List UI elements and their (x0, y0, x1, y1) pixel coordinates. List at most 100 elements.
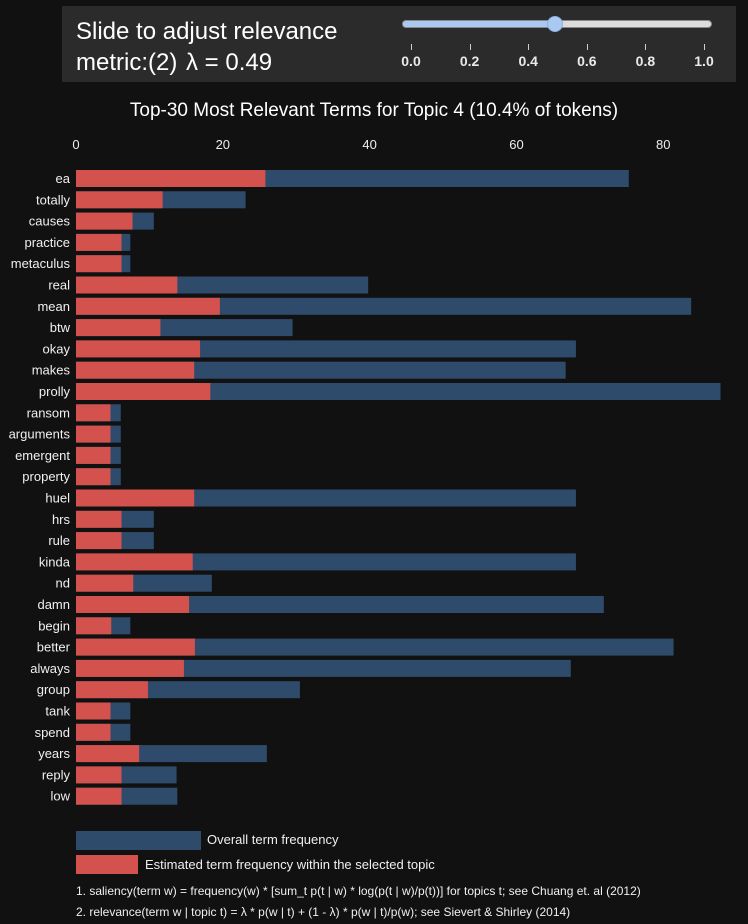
topic-frequency-bar[interactable] (76, 446, 111, 464)
term-label[interactable]: ea (56, 171, 71, 186)
term-label[interactable]: okay (43, 341, 71, 356)
relevant-terms-bar-chart: 0 20 40 60 80 ea totally causes practice metaculu… (9, 137, 721, 805)
slider-tick-label: 1.0 (694, 53, 714, 69)
slider-tick-label: 0.4 (518, 53, 538, 69)
term-label[interactable]: arguments (9, 427, 71, 442)
overall-frequency-bar[interactable] (76, 489, 576, 507)
topic-frequency-bar[interactable] (76, 681, 148, 699)
term-label[interactable]: begin (38, 618, 70, 633)
x-tick-label: 0 (72, 137, 79, 152)
overall-frequency-bar[interactable] (76, 659, 571, 677)
topic-frequency-bar[interactable] (76, 596, 190, 613)
term-label[interactable]: property (22, 469, 70, 484)
slider-tick-mark (586, 44, 588, 50)
term-label[interactable]: mean (37, 299, 70, 314)
topic-frequency-bar[interactable] (76, 553, 193, 571)
term-label[interactable]: hrs (52, 512, 71, 527)
footnote-relevance: 2. relevance(term w | topic t) = λ * p(w… (76, 905, 571, 919)
topic-frequency-bar[interactable] (76, 702, 111, 720)
term-label[interactable]: years (38, 746, 70, 761)
slider-tick-label: 0.0 (401, 53, 421, 69)
topic-frequency-bar[interactable] (76, 425, 111, 443)
lambda-value-text: λ = 0.49 (186, 49, 273, 76)
legend-swatch-topic (76, 855, 138, 874)
lambda-slider-thumb[interactable] (546, 16, 563, 32)
slider-tick-label: 0.2 (459, 53, 480, 69)
topic-frequency-bar[interactable] (76, 191, 163, 209)
topic-frequency-bar[interactable] (76, 638, 195, 656)
topic-frequency-bar[interactable] (76, 723, 111, 741)
term-label[interactable]: ransom (27, 405, 70, 420)
overall-frequency-bar[interactable] (76, 383, 721, 400)
footnote-saliency: 1. saliency(term w) = frequency(w) * [su… (76, 884, 641, 898)
x-tick-label: 60 (509, 137, 523, 152)
slider-tick-mark (411, 44, 412, 50)
term-label[interactable]: low (50, 789, 70, 804)
term-label[interactable]: makes (32, 363, 71, 378)
legend-swatch-overall (76, 831, 201, 850)
term-label[interactable]: totally (36, 192, 70, 207)
relevance-control-panel: Slide to adjust relevance metric:(2) λ =… (62, 6, 736, 82)
topic-frequency-bar[interactable] (76, 340, 201, 358)
term-label[interactable]: better (37, 640, 71, 655)
term-label[interactable]: practice (24, 235, 70, 250)
topic-frequency-bar[interactable] (76, 787, 122, 805)
term-label[interactable]: huel (45, 491, 70, 506)
topic-frequency-bar[interactable] (76, 404, 111, 422)
topic-frequency-bar[interactable] (76, 574, 134, 592)
term-label[interactable]: kinda (39, 554, 71, 569)
x-tick-label: 40 (362, 137, 376, 152)
topic-frequency-bar[interactable] (76, 489, 195, 507)
overall-frequency-bar[interactable] (76, 596, 604, 613)
term-label[interactable]: damn (37, 597, 70, 612)
term-label[interactable]: rule (48, 533, 70, 548)
term-label[interactable]: group (37, 682, 70, 697)
term-label[interactable]: always (30, 661, 70, 676)
slider-tick-mark (528, 44, 530, 50)
topic-frequency-bar[interactable] (76, 468, 111, 486)
term-label[interactable]: btw (50, 320, 71, 335)
x-tick-label: 80 (656, 137, 670, 152)
term-label[interactable]: tank (45, 704, 70, 719)
chart-title: Top-30 Most Relevant Terms for Topic 4 (… (129, 100, 619, 121)
slider-tick-mark (469, 44, 471, 50)
topic-frequency-bar[interactable] (76, 532, 122, 550)
term-label[interactable]: metaculus (11, 256, 71, 271)
topic-frequency-bar[interactable] (76, 383, 211, 400)
topic-frequency-bar[interactable] (76, 766, 122, 784)
slider-tick-mark (704, 44, 705, 50)
term-label[interactable]: reply (42, 767, 71, 782)
topic-frequency-bar[interactable] (76, 617, 112, 635)
slider-tick-label: 0.6 (577, 53, 597, 69)
topic-frequency-bar[interactable] (76, 361, 195, 379)
x-tick-label: 20 (216, 137, 230, 152)
topic-frequency-bar[interactable] (76, 510, 122, 528)
overall-frequency-bar[interactable] (76, 361, 566, 379)
term-label[interactable]: prolly (39, 384, 71, 399)
topic-frequency-bar[interactable] (76, 745, 140, 763)
term-label[interactable]: emergent (15, 448, 70, 463)
topic-frequency-bar[interactable] (76, 233, 122, 251)
topic-frequency-bar[interactable] (76, 276, 178, 294)
topic-frequency-bar[interactable] (76, 170, 266, 187)
topic-frequency-bar[interactable] (76, 212, 133, 230)
overall-frequency-bar[interactable] (76, 638, 674, 656)
topic-frequency-bar[interactable] (76, 319, 161, 337)
slider-tick-mark (645, 44, 647, 50)
topic-frequency-bar[interactable] (76, 255, 122, 273)
lambda-slider-fill (403, 21, 554, 27)
term-label[interactable]: spend (35, 725, 70, 740)
term-label[interactable]: nd (56, 576, 70, 591)
topic-frequency-bar[interactable] (76, 659, 184, 677)
overall-frequency-bar[interactable] (76, 340, 576, 358)
term-label[interactable]: causes (29, 214, 71, 229)
legend-label-overall: Overall term frequency (207, 832, 339, 847)
slider-tick-label: 0.8 (635, 53, 656, 69)
overall-frequency-bar[interactable] (76, 297, 692, 315)
term-label[interactable]: real (48, 278, 70, 293)
overall-frequency-bar[interactable] (76, 553, 576, 571)
slider-title-text: Slide to adjust relevance metric:(2) (76, 18, 338, 76)
slider-title: Slide to adjust relevance metric:(2) λ =… (76, 16, 396, 78)
lambda-slider-track[interactable] (402, 16, 712, 32)
topic-frequency-bar[interactable] (76, 297, 220, 315)
